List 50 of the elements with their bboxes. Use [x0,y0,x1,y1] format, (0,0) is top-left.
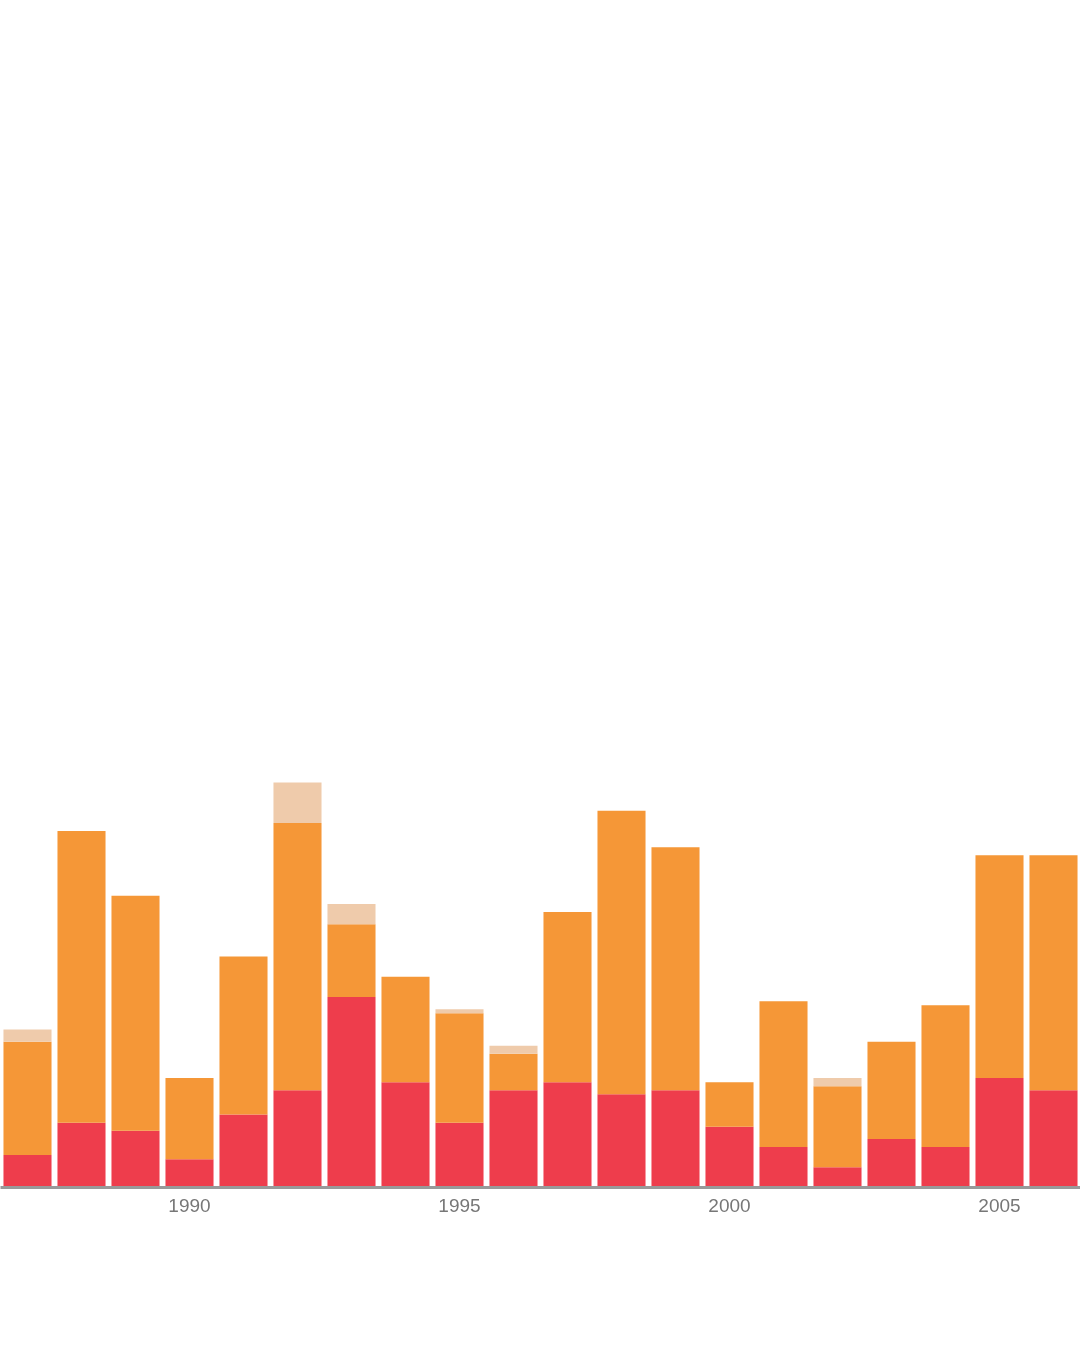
bar [813,1086,862,1168]
bar [651,847,700,1091]
bar [759,1146,808,1188]
bar [435,1009,484,1014]
bar [921,1005,970,1147]
bar [759,1001,808,1147]
x-tick-label: 2005 [978,1194,1021,1216]
bar [381,1082,430,1188]
bar [489,1045,538,1054]
x-tick-label: 1990 [168,1194,211,1216]
bar [273,1090,322,1188]
bar [327,997,376,1188]
bar [867,1138,916,1188]
bar [111,895,160,1131]
bar [327,924,376,998]
bar [543,912,592,1083]
bar [489,1053,538,1091]
bar [273,782,322,823]
bar [327,903,376,925]
bar [219,956,268,1115]
bar [57,830,106,1123]
bar [1029,1090,1078,1188]
bar [3,1041,52,1156]
bar [975,855,1024,1079]
bar [705,1082,754,1127]
bar [111,1130,160,1188]
bar [597,1094,646,1188]
bar [273,822,322,1091]
bar [3,1155,52,1188]
bar [489,1090,538,1188]
bar [219,1114,268,1188]
bar [651,1090,700,1188]
x-tick-label: 2000 [708,1194,751,1216]
bar [57,1122,106,1188]
bar [3,1029,52,1042]
bar [543,1082,592,1188]
bar [705,1126,754,1188]
bar [975,1078,1024,1188]
bar [867,1041,916,1139]
bar [921,1146,970,1188]
x-tick-label: 1995 [438,1194,481,1216]
bar [1029,855,1078,1091]
bar [381,976,430,1083]
bar [813,1078,862,1087]
bar [435,1013,484,1123]
bar [435,1122,484,1188]
bar [597,810,646,1095]
bar [165,1078,214,1160]
bar [165,1159,214,1188]
bar [813,1167,862,1188]
